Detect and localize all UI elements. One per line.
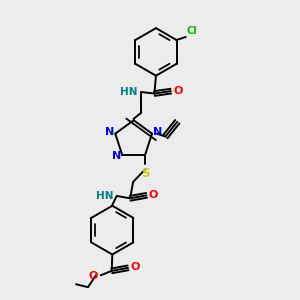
Text: S: S xyxy=(141,167,149,179)
Text: O: O xyxy=(130,262,140,272)
Text: O: O xyxy=(173,85,183,96)
Text: N: N xyxy=(112,152,122,161)
Text: HN: HN xyxy=(96,191,113,201)
Text: HN: HN xyxy=(120,87,137,97)
Text: N: N xyxy=(153,127,162,137)
Text: O: O xyxy=(149,190,158,200)
Text: N: N xyxy=(105,127,115,137)
Text: O: O xyxy=(88,271,98,281)
Text: Cl: Cl xyxy=(186,26,197,36)
